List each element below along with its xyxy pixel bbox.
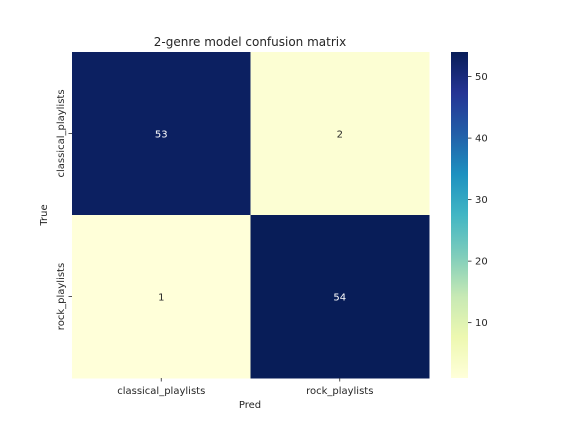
colorbar-tick-label-4: 50 [475, 72, 488, 83]
y-axis-ticks: classical_playlists rock_playlists [56, 89, 72, 330]
x-tick-label-0: classical_playlists [117, 386, 205, 397]
colorbar-tick-label-2: 30 [475, 195, 488, 206]
cell-value-label-0-1: 2 [337, 130, 343, 141]
colorbar-ticks: 10 20 30 40 50 [468, 72, 488, 329]
cell-value-label-1-1: 54 [333, 293, 346, 304]
heatmap-cell-labels: 53 2 1 54 [155, 130, 346, 304]
colorbar-tick-label-0: 10 [475, 318, 488, 329]
chart-title: 2-genre model confusion matrix [154, 35, 346, 49]
colorbar-tick-label-1: 20 [475, 257, 488, 268]
cell-value-label-0-0: 53 [155, 130, 168, 141]
y-tick-label-1: rock_playlists [56, 263, 67, 330]
heatmap-cells [72, 52, 430, 379]
y-tick-label-0: classical_playlists [56, 89, 67, 177]
colorbar-tick-label-3: 40 [475, 134, 488, 145]
heatmap-cell-1-1 [250, 215, 430, 379]
x-axis-ticks: classical_playlists rock_playlists [117, 378, 373, 397]
y-axis-label: True [39, 204, 50, 226]
x-axis-label: Pred [239, 400, 261, 411]
heatmap-cell-0-1 [250, 52, 430, 216]
x-tick-label-1: rock_playlists [306, 386, 373, 397]
heatmap-cell-1-0 [72, 215, 251, 379]
heatmap-cell-0-0 [72, 52, 251, 216]
colorbar [451, 52, 468, 378]
cell-value-label-1-0: 1 [158, 293, 164, 304]
